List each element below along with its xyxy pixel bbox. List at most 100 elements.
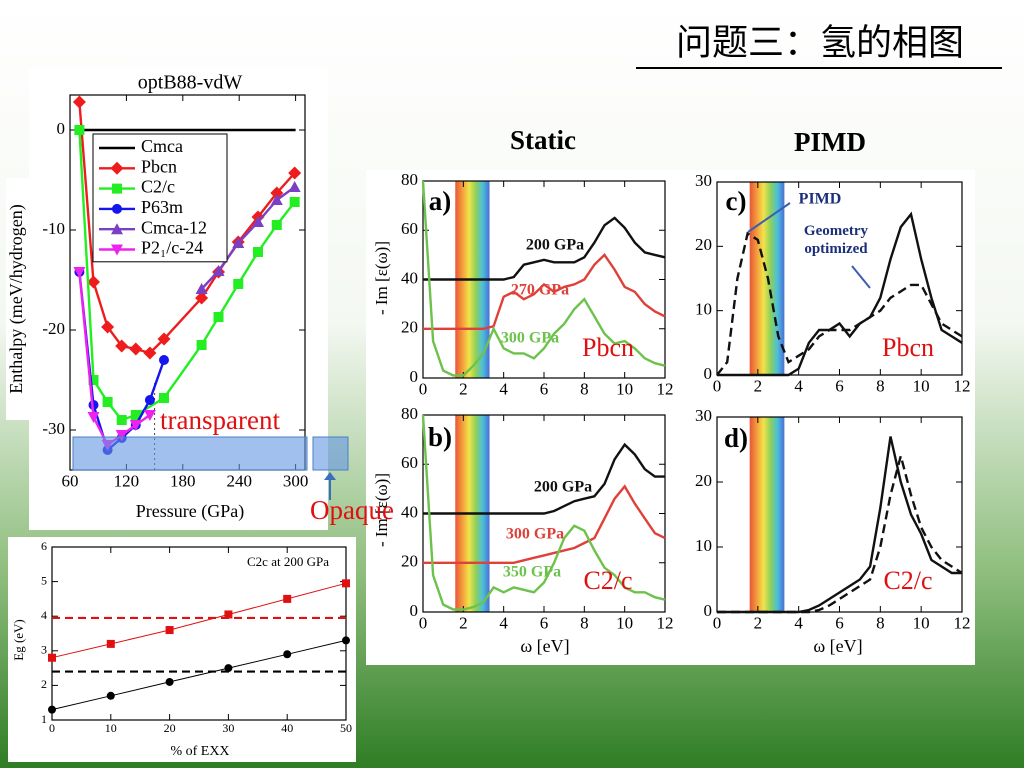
marker [233, 279, 244, 289]
x-axis-label: % of EXX [170, 744, 229, 759]
marker [144, 395, 155, 405]
marker [157, 332, 171, 346]
legend-label: C2/c [141, 177, 175, 197]
x-tick-label: 2 [459, 380, 468, 399]
x-tick-label: 180 [170, 472, 196, 491]
opaque-region [312, 436, 349, 471]
legend-label: Pbcn [141, 156, 177, 176]
marker [270, 194, 283, 205]
x-tick-label: 0 [419, 614, 428, 633]
series-line [421, 180, 666, 377]
y-tick-label: 10 [695, 536, 712, 555]
series-label: 300 GPa [501, 330, 559, 347]
x-tick-label: 0 [713, 614, 722, 633]
marker [74, 125, 85, 135]
y-tick-label: 10 [695, 300, 712, 319]
x-tick-label: 8 [876, 614, 885, 633]
x-tick-label: 12 [657, 380, 674, 399]
marker [73, 267, 86, 278]
marker [129, 420, 142, 431]
marker [112, 203, 122, 214]
column-title: PIMD [794, 127, 866, 157]
x-tick-label: 240 [226, 472, 252, 491]
legend-label: Cmca-12 [141, 217, 207, 237]
series-line [423, 484, 666, 564]
y-axis-label: - Im [ε(ω)] [372, 473, 391, 547]
x-tick-label: 6 [835, 614, 844, 633]
legend-label: P63m [141, 197, 183, 217]
column-title: Static [510, 125, 576, 155]
y-tick-label: 4 [41, 608, 47, 622]
marker [252, 216, 264, 227]
y-tick-label: 30 [695, 406, 712, 425]
series-label: 200 GPa [534, 479, 592, 496]
y-tick-label: -20 [42, 319, 65, 338]
x-tick-label: 2 [754, 377, 763, 396]
x-tick-label: 12 [954, 377, 971, 396]
y-tick-label: 40 [401, 502, 418, 521]
annotation: transparent [160, 405, 280, 435]
marker [288, 181, 301, 192]
series-label: 300 GPa [506, 526, 564, 543]
marker [48, 705, 56, 714]
x-tick-label: 300 [283, 472, 309, 491]
x-tick-label: 12 [954, 614, 971, 633]
marker [111, 223, 123, 235]
y-axis-label: - Im [ε(ω)] [372, 241, 391, 315]
marker [87, 412, 100, 423]
y-tick-label: 6 [41, 539, 47, 553]
legend-label: P2₁/c-24 [141, 238, 203, 258]
x-tick-label: 10 [105, 721, 117, 735]
transparent-region [72, 436, 308, 471]
x-tick-label: 6 [540, 614, 549, 633]
marker [289, 197, 300, 207]
chart-title: C2c at 200 GPa [247, 554, 329, 569]
marker [106, 691, 115, 700]
y-tick-label: 80 [401, 404, 418, 423]
marker [88, 375, 99, 385]
series-line [423, 253, 666, 330]
y-tick-label: 30 [695, 171, 712, 190]
x-tick-label: 12 [657, 614, 674, 633]
marker [111, 244, 123, 256]
y-tick-label: 0 [704, 364, 713, 383]
marker [102, 397, 113, 407]
marker [213, 312, 224, 322]
series-label: 200 GPa [526, 237, 584, 254]
phase-label: C2/c [883, 566, 932, 595]
y-tick-label: 5 [41, 573, 47, 587]
y-tick-label: -10 [42, 219, 65, 238]
series-line [423, 442, 665, 515]
marker [129, 342, 143, 356]
x-axis-label: ω [eV] [813, 636, 862, 656]
x-tick-label: 8 [580, 614, 589, 633]
x-tick-label: 10 [616, 614, 633, 633]
series-label: 270 GPa [511, 282, 569, 299]
x-axis-label: Pressure (GPa) [136, 501, 244, 522]
marker [106, 639, 115, 648]
y-tick-label: 20 [695, 235, 712, 254]
marker [271, 220, 282, 230]
x-tick-label: 10 [616, 380, 633, 399]
opaque-arrowhead [324, 472, 336, 480]
marker [196, 340, 207, 350]
marker [342, 579, 350, 588]
marker [342, 636, 350, 645]
marker [101, 320, 115, 334]
x-tick-label: 8 [580, 380, 589, 399]
marker [115, 339, 129, 353]
chart-title: optB88-vdW [138, 72, 243, 94]
marker [159, 393, 169, 403]
marker [143, 346, 157, 360]
x-tick-label: 30 [222, 721, 234, 735]
marker [165, 626, 174, 635]
x-tick-label: 4 [499, 614, 508, 633]
series-line [51, 639, 347, 711]
charts: 60 120 180 240 3000-10-20-30CmcaPbcnC2/cP63m… [6, 72, 970, 760]
x-tick-label: 50 [340, 721, 352, 735]
plot-frame [51, 546, 347, 721]
x-tick-label: 2 [459, 614, 468, 633]
marker [48, 653, 56, 662]
marker [159, 355, 169, 365]
